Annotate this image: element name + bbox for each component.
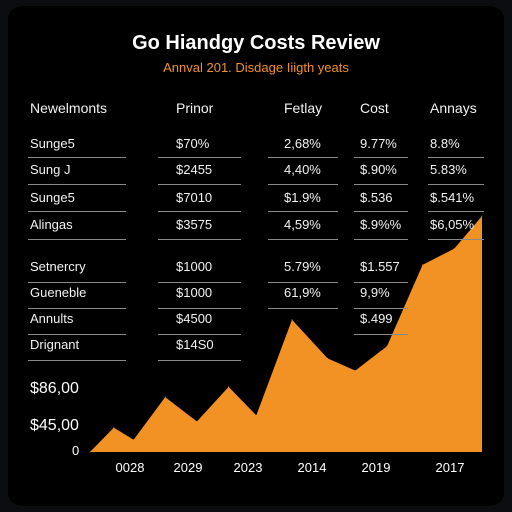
- row-divider: [428, 239, 484, 240]
- table-cell: $.90%: [360, 162, 397, 177]
- row-divider: [354, 239, 408, 240]
- table-cell: $1000: [176, 285, 213, 300]
- data-point: [453, 248, 455, 250]
- row-divider: [158, 308, 241, 309]
- row-divider: [354, 334, 408, 335]
- row-label: Sunge5: [30, 190, 75, 205]
- table-cell: 8.8%: [430, 136, 460, 151]
- x-tick-label: 2019: [361, 460, 391, 475]
- row-label: Sunge5: [30, 136, 75, 151]
- data-point: [89, 451, 91, 453]
- data-point: [196, 421, 198, 422]
- row-divider: [158, 282, 241, 283]
- data-point: [255, 414, 257, 416]
- table-cell: $6,05%: [430, 217, 475, 232]
- row-divider: [28, 184, 126, 185]
- data-point: [386, 345, 388, 347]
- column-header: Newelmonts: [30, 100, 108, 116]
- row-divider: [268, 308, 338, 309]
- table-cell: 5.83%: [430, 162, 467, 177]
- row-label: Annults: [30, 311, 74, 326]
- row-divider: [28, 282, 126, 283]
- x-tick-label: 2014: [297, 460, 327, 475]
- table-cell: $1.557: [360, 259, 400, 274]
- column-header: Fetlay: [284, 100, 323, 116]
- chart-area: [89, 215, 483, 453]
- row-divider: [354, 184, 408, 185]
- row-divider: [28, 334, 126, 335]
- y-tick-label: $86,00: [30, 380, 79, 397]
- data-point: [354, 370, 356, 372]
- table-cell: $.499: [360, 311, 393, 326]
- column-header: Annays: [430, 100, 477, 116]
- cost-area-series: [90, 216, 482, 452]
- row-divider: [158, 184, 241, 185]
- table-cell: $1000: [176, 259, 213, 274]
- data-point: [327, 357, 329, 359]
- table-cell: $.9%%: [360, 217, 402, 232]
- table-cell: $.536: [360, 190, 393, 205]
- row-divider: [428, 184, 484, 185]
- row-divider: [28, 239, 126, 240]
- row-label: Drignant: [30, 337, 80, 352]
- row-divider: [158, 157, 241, 158]
- table-cell: 2,68%: [284, 136, 321, 151]
- x-tick-label: 2029: [173, 460, 203, 475]
- chart-card: Go Hiandgy Costs Review Annval 201. Disd…: [8, 6, 504, 506]
- row-divider: [428, 211, 484, 212]
- row-divider: [354, 211, 408, 212]
- column-header: Prinor: [176, 100, 214, 116]
- row-divider: [158, 239, 241, 240]
- data-point: [133, 439, 135, 441]
- x-tick-label: 2023: [233, 460, 263, 475]
- y-tick-label: 0: [72, 443, 80, 458]
- table-cell: 4,40%: [284, 162, 321, 177]
- column-header: Cost: [360, 100, 389, 116]
- table-cell: $7010: [176, 190, 213, 205]
- row-divider: [354, 157, 408, 158]
- table-cell: $70%: [176, 136, 210, 151]
- y-tick-label: $45,00: [30, 417, 79, 434]
- data-point: [113, 427, 115, 429]
- row-divider: [354, 308, 408, 309]
- data-point: [164, 396, 166, 398]
- data-point: [291, 319, 293, 321]
- row-divider: [268, 157, 338, 158]
- table-cell: $1.9%: [284, 190, 321, 205]
- row-divider: [28, 157, 126, 158]
- table-cell: $.541%: [430, 190, 475, 205]
- table-cell: 9.77%: [360, 136, 397, 151]
- row-divider: [158, 334, 241, 335]
- table-cell: $14S0: [176, 337, 214, 352]
- chart-title: Go Hiandgy Costs Review: [132, 32, 380, 54]
- table-cell: $3575: [176, 217, 213, 232]
- table-cell: 5.79%: [284, 259, 321, 274]
- row-divider: [354, 282, 408, 283]
- table-cell: 61,9%: [284, 285, 321, 300]
- table-cell: 9,9%: [360, 285, 390, 300]
- chart-subtitle: Annval 201. Disdage Iiigth yeats: [163, 60, 349, 75]
- row-divider: [268, 184, 338, 185]
- row-divider: [268, 282, 338, 283]
- row-divider: [268, 211, 338, 212]
- x-tick-label: 0028: [115, 460, 145, 475]
- row-divider: [268, 239, 338, 240]
- row-divider: [158, 211, 241, 212]
- row-divider: [28, 308, 126, 309]
- table-cell: $4500: [176, 311, 213, 326]
- row-label: Sung J: [30, 162, 71, 177]
- row-label: Setnercry: [30, 259, 86, 274]
- row-divider: [28, 360, 126, 361]
- table-cell: 4,59%: [284, 217, 321, 232]
- row-label: Alingas: [30, 217, 73, 232]
- table-cell: $2455: [176, 162, 213, 177]
- x-tick-label: 2017: [435, 460, 465, 475]
- row-label: Gueneble: [30, 285, 87, 300]
- data-point: [422, 264, 424, 266]
- row-divider: [28, 211, 126, 212]
- row-divider: [158, 360, 241, 361]
- row-divider: [428, 157, 484, 158]
- data-point: [228, 386, 230, 388]
- data-point: [481, 215, 483, 217]
